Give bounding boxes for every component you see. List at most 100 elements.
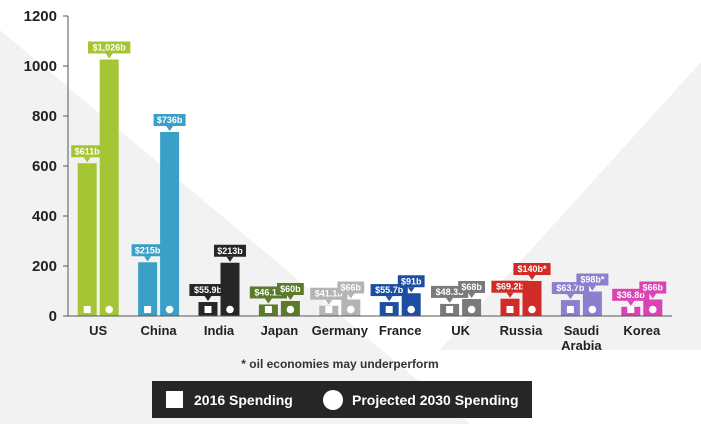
data-label-box xyxy=(337,281,365,294)
bar-2030 xyxy=(522,281,542,316)
x-category-label: Russia xyxy=(500,323,543,338)
x-category-label: US xyxy=(89,323,107,338)
circle-icon xyxy=(649,305,657,314)
y-tick-label: 1000 xyxy=(24,58,57,75)
square-icon xyxy=(264,306,272,313)
x-category-label: France xyxy=(379,323,422,338)
x-category-label: India xyxy=(204,323,235,338)
bar-2030 xyxy=(582,291,602,316)
data-label-box xyxy=(639,281,667,294)
bar-2016 xyxy=(138,262,158,316)
data-label-pointer xyxy=(385,296,393,302)
bars: $611b$1,026b$215b$736b$55.9b$213b$46.1b$… xyxy=(71,41,667,316)
data-label: $215b xyxy=(135,245,161,255)
data-label-pointer xyxy=(264,298,272,304)
circle-icon xyxy=(467,305,476,314)
data-label-box xyxy=(131,244,164,257)
x-category-label: China xyxy=(141,323,178,338)
circle-icon xyxy=(165,305,174,314)
bar-group: $41.1b$66b xyxy=(310,281,365,316)
data-label-pointer xyxy=(468,293,476,298)
bar-group: $69.2b $140b* xyxy=(491,263,551,316)
data-label: $55.7b xyxy=(375,285,404,295)
background-triangle-right xyxy=(440,62,701,350)
data-label: $736b xyxy=(157,115,183,125)
data-label: $66b xyxy=(643,283,664,293)
x-category-label: Saudi xyxy=(564,323,599,338)
square-icon xyxy=(566,306,574,313)
bar-2030 xyxy=(160,132,180,316)
data-label-box xyxy=(458,281,485,293)
data-label-box xyxy=(153,114,186,126)
data-label: $66b xyxy=(341,283,362,293)
data-label-pointer xyxy=(528,275,536,280)
data-label-box xyxy=(576,273,609,286)
data-label-pointer xyxy=(407,287,415,293)
data-label-pointer xyxy=(204,296,212,302)
y-tick-label: 0 xyxy=(49,308,57,325)
x-category-label: Arabia xyxy=(561,338,602,353)
data-label: $611b xyxy=(75,146,101,156)
bar-group: $215b $736b xyxy=(131,114,186,316)
bar-2030 xyxy=(401,293,421,316)
data-label-pointer xyxy=(347,293,355,299)
data-label-pointer xyxy=(506,292,514,298)
square-icon xyxy=(144,306,152,313)
data-label: $91b xyxy=(401,276,422,286)
data-label-pointer xyxy=(325,299,333,305)
data-label-pointer xyxy=(566,294,574,300)
x-axis: US China India Japan Germany France UK Russia Sa… xyxy=(68,315,672,353)
bar-2016 xyxy=(77,163,97,316)
bar-group: $46.1b$60b xyxy=(249,283,304,316)
bar-2030 xyxy=(220,262,240,316)
circle-icon xyxy=(407,305,416,314)
data-label-box xyxy=(277,283,304,295)
data-label: $46.1b xyxy=(254,287,283,297)
y-axis: 0 200 400 600 800 1000 1200 xyxy=(24,8,69,325)
data-label: $213b xyxy=(217,246,243,256)
bar-group: $55.7b$91b xyxy=(370,275,425,316)
data-label-box xyxy=(71,145,104,158)
data-label-pointer xyxy=(286,295,294,300)
square-icon xyxy=(83,306,91,313)
y-tick-label: 1200 xyxy=(24,8,57,25)
data-label-box xyxy=(397,275,425,288)
y-tick-label: 200 xyxy=(32,258,57,275)
bar-2030 xyxy=(99,59,119,316)
data-label-pointer xyxy=(226,256,234,262)
data-label: $1,026b xyxy=(93,43,127,53)
square-icon xyxy=(166,391,183,408)
square-icon xyxy=(446,306,454,313)
footnote: * oil economies may underperform xyxy=(241,357,438,371)
circle-icon xyxy=(105,305,113,314)
bar-group: $36.8b$66b xyxy=(612,281,667,316)
y-tick-label: 800 xyxy=(32,108,57,125)
square-icon xyxy=(204,306,212,313)
data-label: $48.3b xyxy=(436,287,465,297)
data-label: $36.8b xyxy=(617,290,646,300)
data-label: $68b xyxy=(461,282,482,292)
legend-label-2016: 2016 Spending xyxy=(194,392,293,408)
square-icon xyxy=(385,306,393,313)
data-label-box xyxy=(88,41,131,54)
data-label-pointer xyxy=(588,285,596,291)
y-tick-label: 400 xyxy=(32,208,57,225)
circle-icon xyxy=(588,305,597,314)
square-icon xyxy=(506,306,514,313)
legend-label-2030: Projected 2030 Spending xyxy=(352,392,519,408)
data-label: $140b* xyxy=(517,264,547,274)
data-label-pointer xyxy=(166,126,174,131)
circle-icon xyxy=(528,305,536,314)
legend: 2016 Spending Projected 2030 Spending xyxy=(152,381,532,418)
circle-icon xyxy=(347,305,355,314)
square-icon xyxy=(627,306,635,313)
data-label: $41.1b xyxy=(315,289,344,299)
data-label: $55.9b xyxy=(194,285,223,295)
square-icon xyxy=(325,306,333,313)
data-label-box xyxy=(513,263,551,275)
x-category-label: Germany xyxy=(312,323,369,338)
x-category-label: UK xyxy=(451,323,470,338)
bar-group: $63.7b$98b* xyxy=(551,273,609,316)
data-label-box xyxy=(491,280,529,293)
